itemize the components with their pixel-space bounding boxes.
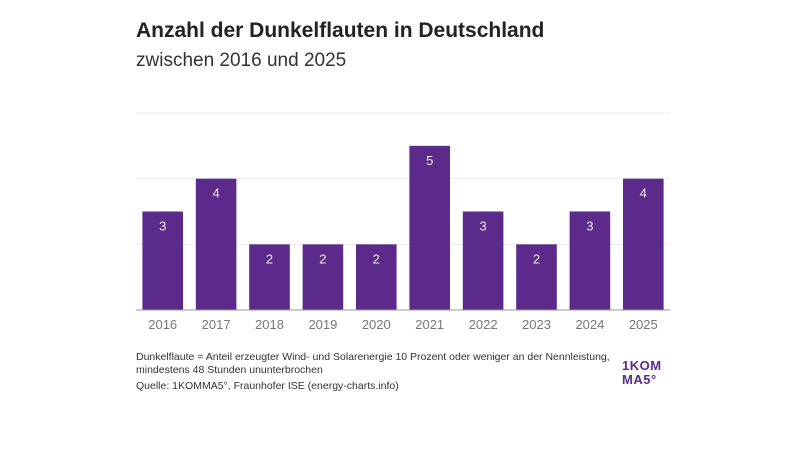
- data-label: 3: [586, 219, 593, 234]
- bar-2018: [249, 244, 290, 310]
- x-tick-label: 2018: [255, 317, 284, 332]
- brand-logo: 1KOM MA5°: [622, 359, 662, 387]
- bar-2016: [142, 211, 183, 310]
- data-label: 5: [426, 153, 433, 168]
- data-label: 3: [479, 219, 486, 234]
- chart-title: Anzahl der Dunkelflauten in Deutschland: [136, 19, 545, 42]
- x-tick-label: 2016: [148, 317, 177, 332]
- logo-line1: 1KOM: [622, 358, 662, 373]
- x-tick-label: 2017: [202, 317, 231, 332]
- chart-subtitle: zwischen 2016 und 2025: [136, 50, 347, 71]
- x-tick-label: 2021: [415, 317, 444, 332]
- definition-note-line1: Dunkelflaute = Anteil erzeugter Wind- un…: [136, 351, 610, 363]
- data-label: 4: [640, 186, 647, 201]
- logo-line2: MA5°: [622, 372, 657, 387]
- data-label: 2: [319, 251, 326, 266]
- data-label: 4: [212, 186, 219, 201]
- bar-2020: [356, 244, 397, 310]
- bar-2017: [195, 178, 237, 310]
- x-tick-label: 2020: [362, 317, 391, 332]
- bar-2023: [516, 244, 557, 310]
- bar-2025: [623, 178, 664, 310]
- x-tick-label: 2023: [522, 317, 551, 332]
- source-note: Quelle: 1KOMMA5°, Fraunhofer ISE (energy…: [136, 380, 399, 392]
- data-label: 2: [373, 251, 380, 266]
- bar-2021: [409, 145, 450, 310]
- definition-note-line2: mindestens 48 Stunden ununterbrochen: [136, 364, 323, 376]
- bar-2024: [569, 211, 611, 310]
- x-tick-label: 2022: [469, 317, 498, 332]
- x-tick-label: 2019: [308, 317, 337, 332]
- bar-2022: [462, 211, 504, 310]
- data-label: 3: [159, 219, 166, 234]
- data-label: 2: [266, 251, 273, 266]
- x-tick-label: 2025: [629, 317, 658, 332]
- x-tick-label: 2024: [575, 317, 604, 332]
- bar-2019: [302, 244, 344, 310]
- data-label: 2: [533, 251, 540, 266]
